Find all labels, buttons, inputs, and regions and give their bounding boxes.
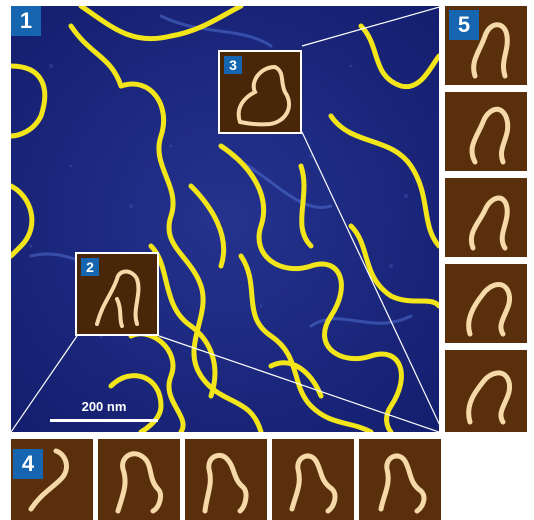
- panel-label-inset-3: 3: [224, 56, 242, 74]
- bottom-frame-4: [272, 439, 354, 520]
- zoom-inset-2: 2: [75, 252, 159, 336]
- right-frame-4: [445, 264, 527, 343]
- scale-bar: [50, 419, 158, 422]
- panel-label-main: 1: [11, 6, 41, 36]
- bottom-frame-3: [185, 439, 267, 520]
- right-frame-2: [445, 92, 527, 171]
- right-frame-1: 5: [445, 6, 527, 85]
- main-afm-image: 1 200 nm 2 3: [11, 6, 439, 432]
- right-frame-5: [445, 350, 527, 432]
- panel-label-bottom-strip: 4: [13, 449, 43, 479]
- bottom-frame-5: [359, 439, 441, 520]
- zoom-inset-3: 3: [218, 50, 302, 134]
- panel-label-inset-2: 2: [81, 258, 99, 276]
- right-frame-3: [445, 178, 527, 257]
- scale-bar-label: 200 nm: [81, 399, 127, 414]
- bottom-frame-2: [98, 439, 180, 520]
- bottom-frame-1: 4: [11, 439, 93, 520]
- panel-label-right-strip: 5: [449, 10, 479, 40]
